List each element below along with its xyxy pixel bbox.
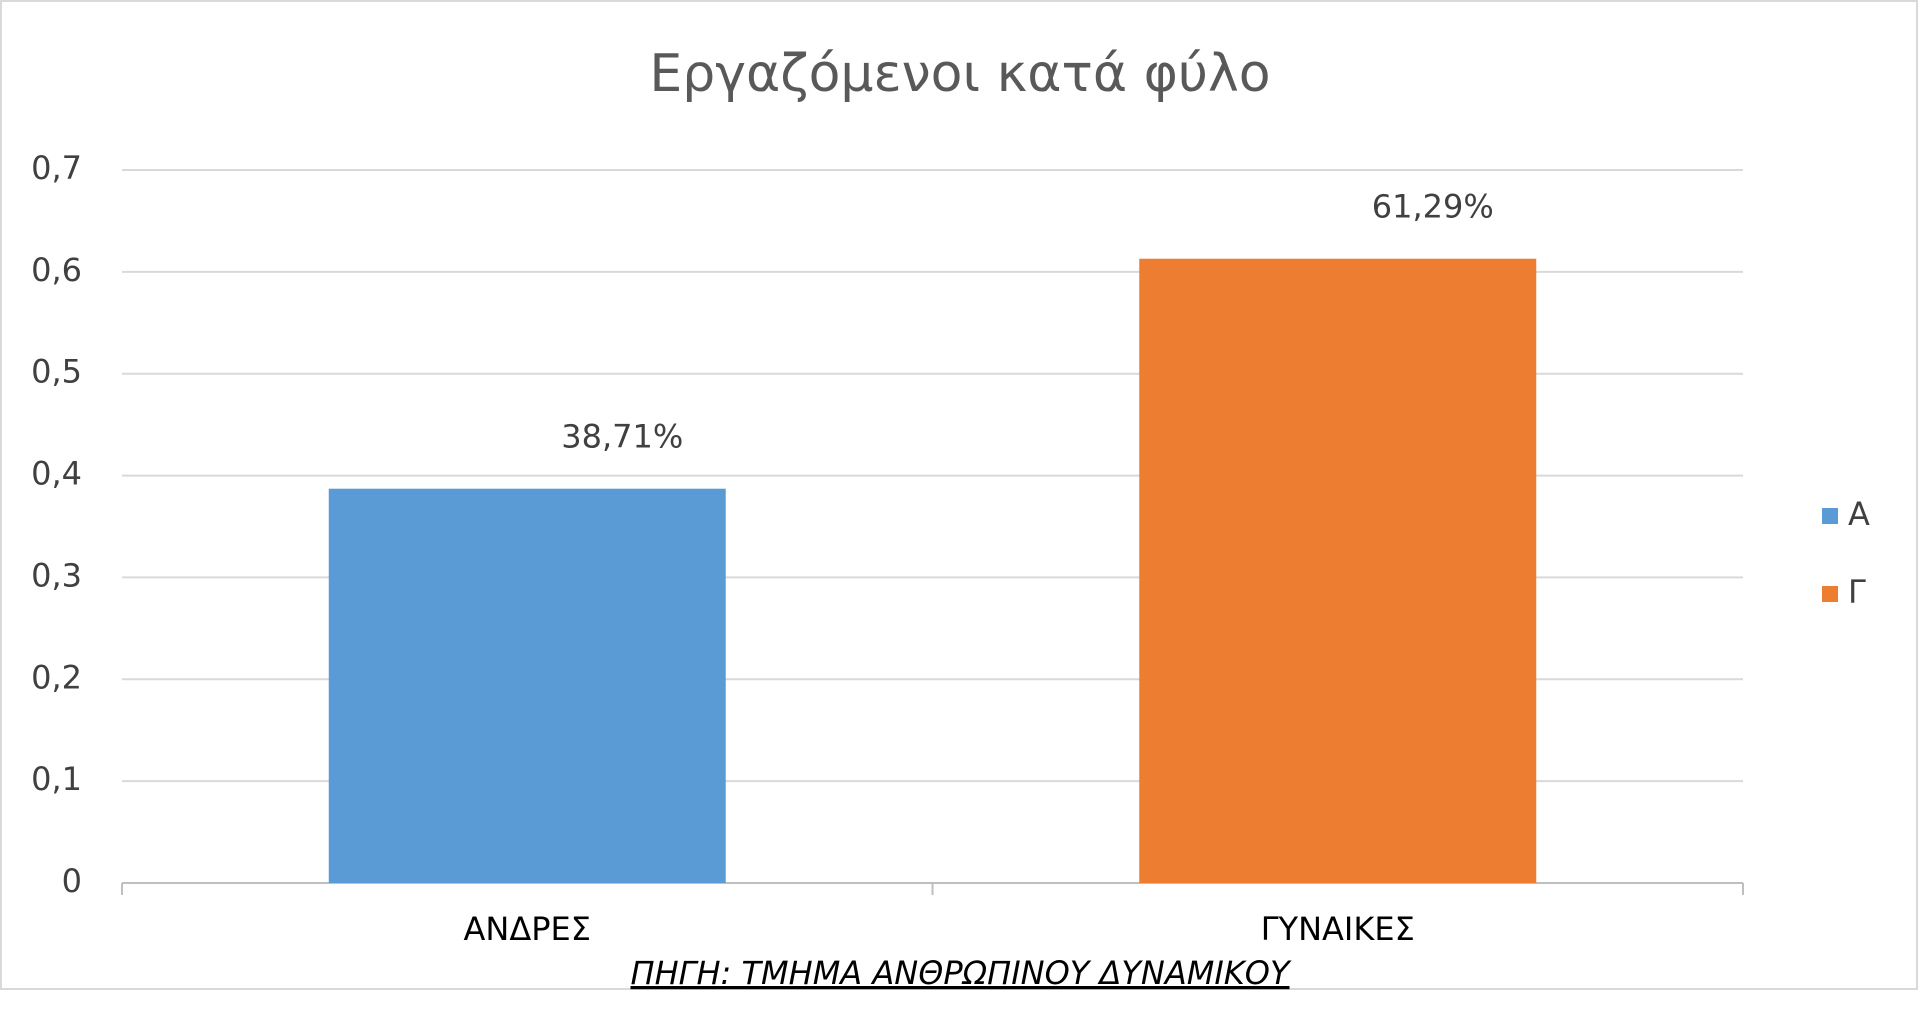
chart-frame xyxy=(0,0,1918,990)
x-tick-label: ΓΥΝΑΙΚΕΣ xyxy=(1261,910,1415,948)
y-tick-label: 0,1 xyxy=(31,760,82,798)
chart-title: Εργαζόμενοι κατά φύλο xyxy=(649,44,1270,104)
y-tick-label: 0,4 xyxy=(31,455,82,493)
data-label: 61,29% xyxy=(1372,188,1494,226)
x-tick-label: ΑΝΔΡΕΣ xyxy=(464,910,591,948)
bar xyxy=(1139,258,1537,884)
legend-swatch xyxy=(1822,586,1838,602)
y-tick-label: 0,6 xyxy=(31,251,82,289)
legend-label: Α xyxy=(1848,495,1870,533)
legend-label: Γ xyxy=(1848,573,1866,611)
y-tick-label: 0,5 xyxy=(31,353,82,391)
legend-swatch xyxy=(1822,508,1838,524)
source-note: ΠΗΓΗ: ΤΜΗΜΑ ΑΝΘΡΩΠΙΝΟΥ ΔΥΝΑΜΙΚΟΥ xyxy=(631,954,1292,992)
y-tick-label: 0 xyxy=(62,862,82,900)
y-tick-label: 0,3 xyxy=(31,556,82,594)
y-tick-label: 0,2 xyxy=(31,658,82,696)
y-tick-label: 0,7 xyxy=(31,149,82,187)
data-label: 38,71% xyxy=(561,418,683,456)
bar xyxy=(328,488,726,883)
